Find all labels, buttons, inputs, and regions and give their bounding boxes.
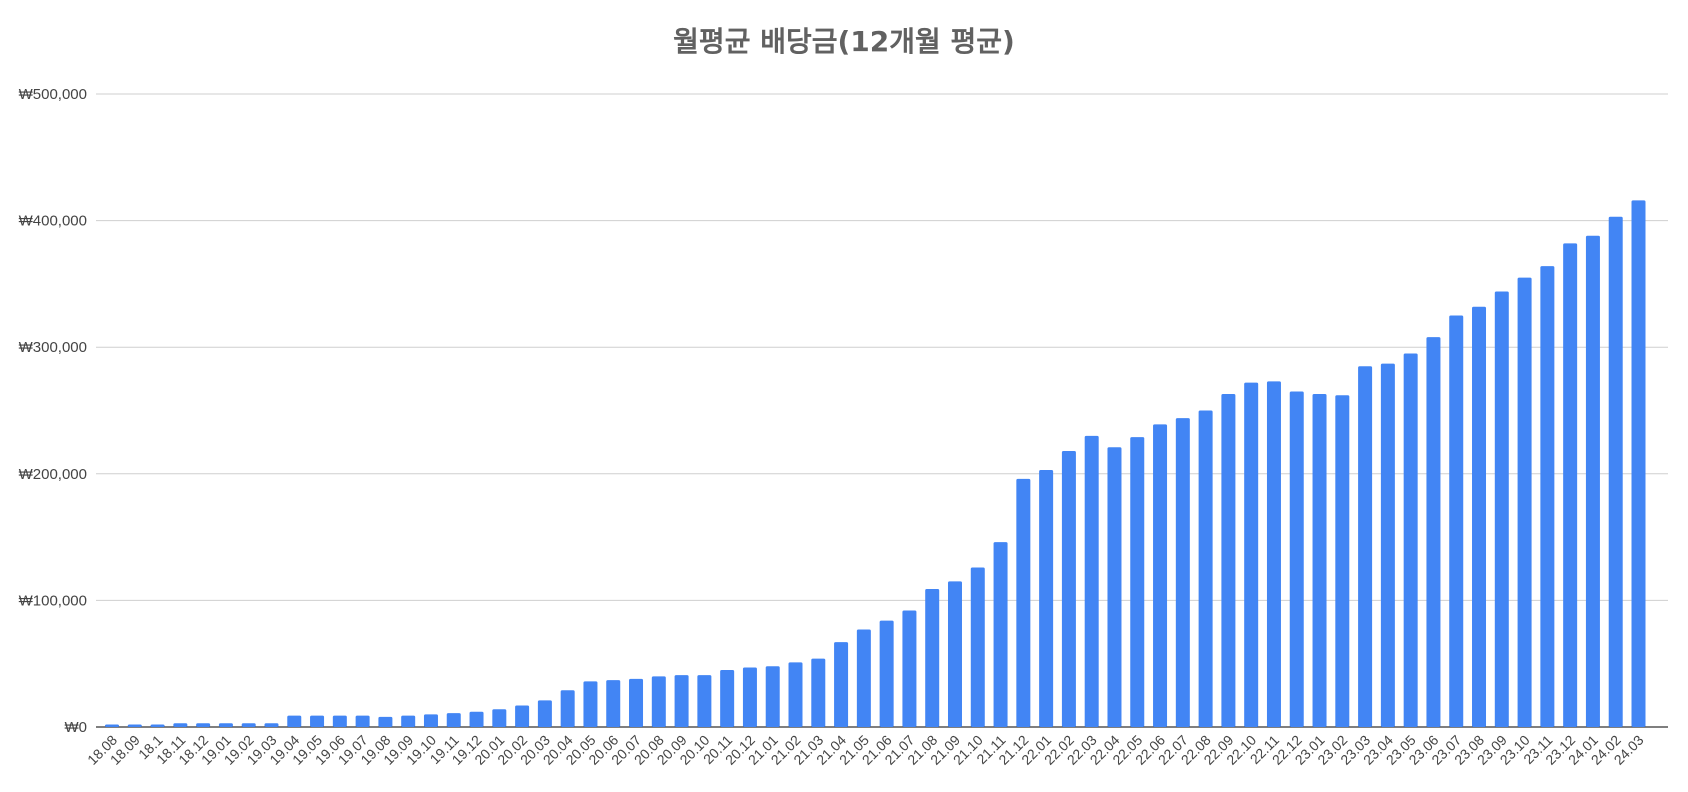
y-tick-label: ₩500,000: [19, 86, 87, 103]
bar: [1289, 391, 1304, 727]
bar: [1517, 277, 1532, 727]
bar: [105, 724, 119, 727]
bar: [1221, 394, 1236, 727]
bar: [697, 675, 712, 727]
bar: [241, 723, 256, 727]
bar: [1563, 243, 1578, 727]
bar: [1403, 353, 1418, 727]
bar: [1494, 291, 1509, 727]
bar: [1175, 418, 1190, 727]
bar: [1244, 382, 1259, 727]
chart-title: 월평균 배당금(12개월 평균): [673, 25, 1015, 58]
bar: [446, 713, 461, 727]
bar: [150, 724, 165, 727]
bar: [264, 723, 279, 727]
bar: [332, 715, 347, 727]
x-axis-ticks: 18.0818.0918.118.1118.1219.0119.0219.031…: [84, 732, 1647, 768]
bar: [993, 542, 1008, 727]
bar: [560, 690, 575, 727]
bar: [1472, 306, 1487, 727]
bar: [1312, 394, 1327, 727]
bar: [583, 681, 598, 727]
bar: [1380, 363, 1395, 727]
bar: [834, 642, 849, 727]
bar: [947, 581, 962, 727]
bar: [1335, 395, 1350, 727]
bar: [537, 700, 552, 727]
y-tick-label: ₩100,000: [19, 592, 87, 609]
bar: [423, 714, 438, 727]
bar: [1426, 337, 1441, 727]
bar: [902, 610, 917, 727]
bar: [515, 705, 530, 727]
bar: [1585, 235, 1600, 728]
bar: [1608, 216, 1623, 727]
bar: [1153, 424, 1168, 727]
bar: [1358, 366, 1373, 727]
bar: [173, 723, 188, 727]
bar: [1061, 451, 1076, 727]
y-tick-label: ₩300,000: [19, 339, 87, 356]
bar: [378, 716, 393, 727]
bar: [1198, 410, 1213, 727]
bar: [1084, 435, 1099, 727]
bar: [196, 723, 211, 727]
bar: [1449, 315, 1464, 727]
bar: [629, 678, 644, 727]
bar: [469, 711, 484, 727]
bar: [606, 680, 621, 727]
bar: [925, 589, 940, 727]
bar: [310, 715, 325, 727]
bar: [1540, 266, 1555, 727]
bar: [401, 715, 416, 727]
bar: [1130, 437, 1145, 727]
bar: [879, 620, 894, 727]
bar: [856, 629, 871, 727]
bar: [970, 567, 985, 727]
bar: [127, 724, 142, 727]
bar: [287, 715, 302, 727]
bar: [765, 666, 780, 727]
bar: [355, 715, 370, 727]
bar: [674, 675, 689, 727]
bar: [811, 658, 826, 727]
y-tick-label: ₩0: [65, 719, 88, 736]
bar: [651, 676, 666, 727]
bar: [1016, 478, 1031, 727]
bar: [1107, 447, 1122, 727]
bar: [218, 723, 233, 727]
bar: [1631, 200, 1646, 727]
bars: [105, 200, 1646, 728]
bar: [1266, 381, 1281, 727]
y-axis-ticks: ₩0 ₩100,000 ₩200,000 ₩300,000 ₩400,000 ₩500,0…: [19, 86, 87, 736]
bar: [742, 667, 757, 727]
y-tick-label: ₩200,000: [19, 466, 87, 483]
y-tick-label: ₩400,000: [19, 213, 87, 230]
bar: [720, 670, 735, 727]
bar: [788, 662, 803, 727]
bar: [492, 709, 507, 727]
bar: [1039, 470, 1054, 727]
